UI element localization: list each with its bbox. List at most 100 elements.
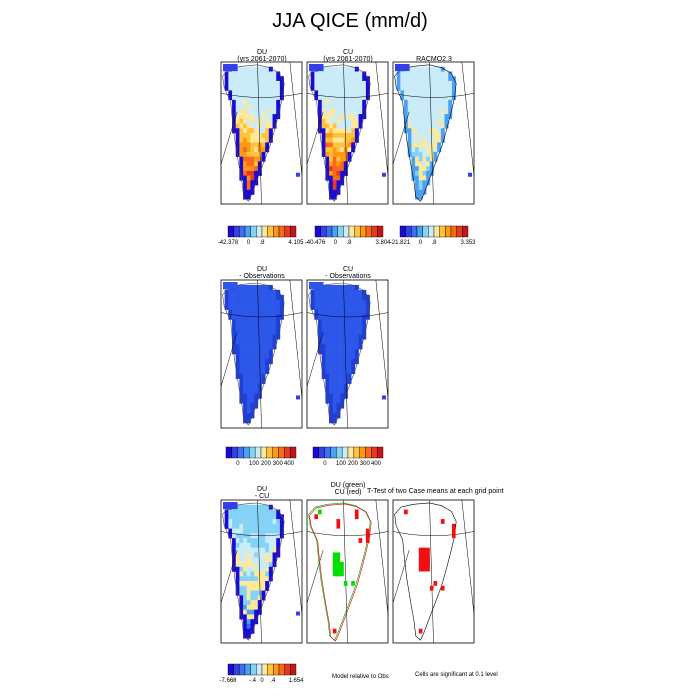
heatmap-cell xyxy=(343,299,348,305)
heatmap-cell xyxy=(351,133,356,139)
heatmap-cell xyxy=(332,166,337,172)
heatmap-cell xyxy=(232,71,237,77)
heatmap-cell xyxy=(257,547,262,553)
heatmap-cell xyxy=(351,368,356,375)
heatmap-cell xyxy=(329,309,334,315)
panel-title-ttest: T-Test of two Case means at each grid po… xyxy=(367,488,504,495)
heatmap-cell xyxy=(243,566,248,572)
heatmap-cell xyxy=(243,628,248,634)
heatmap-cell xyxy=(332,80,337,86)
heatmap-cell xyxy=(351,319,356,325)
heatmap-cell xyxy=(232,566,237,572)
heatmap-cell xyxy=(246,595,251,601)
heatmap-cell xyxy=(329,413,334,419)
heatmap-cell xyxy=(321,71,326,77)
island-fragment xyxy=(468,172,472,177)
heatmap-cell xyxy=(243,194,248,200)
heatmap-cell xyxy=(272,542,277,548)
heatmap-cell xyxy=(325,90,330,96)
heatmap-cell xyxy=(329,109,334,115)
heatmap-cell xyxy=(235,358,240,365)
heatmap-cell xyxy=(239,523,244,529)
heatmap-cell xyxy=(232,552,237,558)
heatmap-cell xyxy=(232,547,237,553)
heatmap-cell xyxy=(235,533,240,539)
heatmap-cell xyxy=(250,609,255,615)
heatmap-cell xyxy=(246,354,251,360)
heatmap-cell xyxy=(235,314,240,320)
heatmap-cell xyxy=(407,137,412,143)
colorbar-swatch xyxy=(266,446,273,459)
heatmap-cell xyxy=(261,504,266,510)
heatmap-cell xyxy=(358,294,363,301)
heatmap-cell xyxy=(243,76,248,82)
heatmap-cell xyxy=(358,85,363,91)
heatmap-cell xyxy=(250,123,255,129)
heatmap-cell xyxy=(325,95,330,101)
heatmap-cell xyxy=(250,604,255,610)
heatmap-cell xyxy=(246,368,251,375)
heatmap-cell xyxy=(411,128,416,134)
heatmap-cell xyxy=(321,368,326,375)
heatmap-cell xyxy=(444,99,449,105)
heatmap-cell xyxy=(329,114,334,120)
heatmap-cell xyxy=(343,118,348,124)
heatmap-cell xyxy=(239,99,244,105)
heatmap-cell xyxy=(358,114,363,120)
heatmap-cell xyxy=(261,344,266,350)
heatmap-cell xyxy=(246,363,251,370)
heatmap-cell xyxy=(440,118,445,124)
heatmap-cell xyxy=(422,180,427,186)
heatmap-cell xyxy=(239,151,244,157)
heatmap-cell xyxy=(243,576,248,582)
heatmap-cell xyxy=(396,76,401,82)
heatmap-cell xyxy=(422,114,427,120)
heatmap-cell xyxy=(250,528,255,534)
colorbar: -21.821 0.8 3.353 xyxy=(390,225,476,246)
heatmap-cell xyxy=(340,319,345,325)
heatmap-cell xyxy=(321,373,326,379)
heatmap-cell xyxy=(321,66,326,72)
heatmap-cell xyxy=(276,509,281,515)
heatmap-cell xyxy=(340,349,345,355)
heatmap-cell xyxy=(325,284,330,291)
colorbar-swatch xyxy=(227,225,234,238)
heatmap-cell xyxy=(265,547,270,553)
heatmap-cell xyxy=(257,151,262,157)
heatmap-cell xyxy=(340,354,345,360)
heatmap-cell xyxy=(329,118,334,124)
heatmap-cell xyxy=(243,571,248,577)
heatmap-cell xyxy=(235,85,240,91)
colorbar-swatch xyxy=(284,446,291,459)
heatmap-cell xyxy=(340,147,345,153)
heatmap-cell xyxy=(246,71,251,77)
heatmap-cell xyxy=(336,66,341,72)
heatmap-cell xyxy=(318,95,323,101)
heatmap-cell xyxy=(347,368,352,375)
heatmap-cell xyxy=(228,289,233,296)
heatmap-cell xyxy=(407,99,412,105)
heatmap-cell xyxy=(451,85,456,91)
heatmap-cell xyxy=(243,166,248,172)
heatmap-cell xyxy=(310,294,315,301)
heatmap-cell xyxy=(235,363,240,370)
heatmap-cell xyxy=(246,614,251,620)
colorbar-swatch xyxy=(330,446,337,459)
heatmap-cell xyxy=(254,319,259,325)
heatmap-cell xyxy=(239,344,244,350)
heatmap-cell xyxy=(354,90,359,96)
heatmap-cell xyxy=(228,528,233,534)
heatmap-cell xyxy=(433,71,438,77)
heatmap-cell xyxy=(272,118,277,124)
heatmap-cell xyxy=(276,528,281,534)
heatmap-cell xyxy=(329,161,334,167)
heatmap-cell xyxy=(336,294,341,301)
heatmap-cell xyxy=(325,329,330,335)
heatmap-cell xyxy=(347,156,352,162)
heatmap-cell xyxy=(243,109,248,115)
longitude-line xyxy=(257,61,262,205)
heatmap-cell xyxy=(268,66,273,72)
heatmap-cell xyxy=(358,109,363,115)
heatmap-cell xyxy=(314,309,319,315)
heatmap-cell xyxy=(437,76,442,82)
